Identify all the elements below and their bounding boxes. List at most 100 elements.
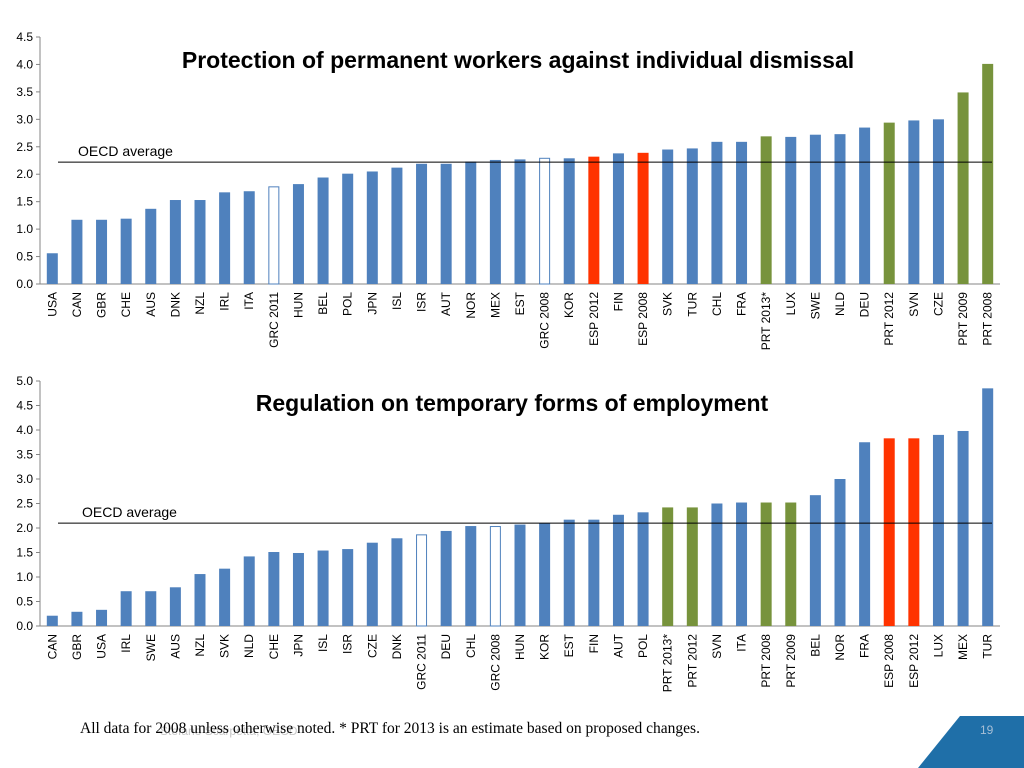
x-tick-label: ESP 2008 [636,292,650,346]
bar [736,141,748,284]
bar [292,184,304,284]
bar [219,192,231,284]
bar [588,519,600,626]
y-tick-label: 3.0 [16,472,33,486]
x-tick-label: ITA [735,634,749,652]
x-tick-label: AUT [611,633,625,658]
y-tick-label: 5.0 [16,374,33,388]
bar [785,136,797,284]
bar [957,92,969,284]
x-tick-label: PRT 2013* [661,634,675,693]
bar [809,134,821,284]
bar [391,538,403,626]
bar [46,253,58,284]
y-tick-label: 2.5 [16,497,33,511]
bar [96,609,108,626]
y-tick-label: 1.0 [16,222,33,236]
bar [834,479,846,626]
y-tick-label: 4.0 [16,423,33,437]
x-tick-label: ISR [341,634,355,654]
x-tick-label: DEU [858,292,872,317]
bar [440,530,452,626]
x-tick-label: IRL [119,634,133,653]
bar [883,122,895,284]
x-tick-label: BEL [316,292,330,315]
x-tick-label: GBR [70,634,84,660]
bar [342,549,354,626]
bar [243,556,255,626]
bar [96,219,108,284]
x-tick-label: DNK [168,292,182,317]
bar [711,503,723,626]
bar [563,519,575,626]
y-tick-label: 2.5 [16,140,33,154]
x-tick-label: TUR [981,634,995,659]
bar [785,502,797,626]
x-tick-label: USA [45,292,59,317]
bar [637,152,649,284]
x-tick-label: ISR [415,292,429,312]
bar [465,526,477,626]
page-number: 19 [980,723,994,737]
bar [563,158,575,284]
bar [194,200,206,284]
x-tick-label: GRC 2011 [415,634,429,690]
bar [268,186,280,285]
bar [883,438,895,626]
x-tick-label: NZL [193,634,207,657]
x-tick-label: MEX [956,634,970,660]
x-tick-label: PRT 2009 [784,634,798,688]
x-tick-label: USA [95,634,109,659]
x-tick-label: PRT 2008 [981,292,995,346]
bar [859,442,871,626]
x-tick-label: GRC 2008 [488,634,502,691]
bar [169,200,181,284]
x-tick-label: PRT 2012 [685,634,699,688]
bar [219,568,231,626]
bar [416,163,428,284]
x-tick-label: ESP 2012 [587,292,601,346]
footnote: All data for 2008 unless otherwise noted… [80,720,700,737]
y-tick-label: 4.5 [16,30,33,44]
x-tick-label: SVK [661,292,675,316]
x-tick-label: NLD [242,634,256,658]
bar [366,542,378,626]
bar [145,208,157,284]
x-tick-label: ITA [242,292,256,310]
x-tick-label: KOR [562,292,576,318]
y-tick-label: 2.0 [16,521,33,535]
bar [317,177,329,284]
bar [71,219,83,284]
bar [145,591,157,626]
bar [46,615,58,626]
x-tick-label: CZE [365,634,379,658]
bar [539,523,551,626]
x-tick-label: FIN [611,292,625,311]
bar [612,153,624,284]
x-tick-label: GBR [95,292,109,318]
y-tick-label: 1.5 [16,546,33,560]
x-tick-label: JPN [365,292,379,315]
bar [834,134,846,284]
bar [711,141,723,284]
x-tick-label: POL [636,634,650,658]
bar [760,502,772,626]
bar [957,430,969,626]
x-tick-label: FRA [858,634,872,658]
bar [736,502,748,626]
y-tick-label: 2.0 [16,167,33,181]
bar [686,148,698,284]
x-tick-label: BEL [808,634,822,657]
y-tick-label: 4.0 [16,57,33,71]
x-tick-label: PRT 2012 [882,292,896,346]
x-tick-label: AUS [168,634,182,659]
bar [465,161,477,284]
oecd-average-label: OECD average [78,143,173,159]
x-tick-label: SWE [144,634,158,661]
bar [908,438,920,626]
x-tick-label: PRT 2008 [759,634,773,688]
x-tick-label: ESP 2012 [907,634,921,688]
x-tick-label: EST [562,633,576,657]
x-tick-label: CAN [70,292,84,317]
bar [637,512,649,626]
